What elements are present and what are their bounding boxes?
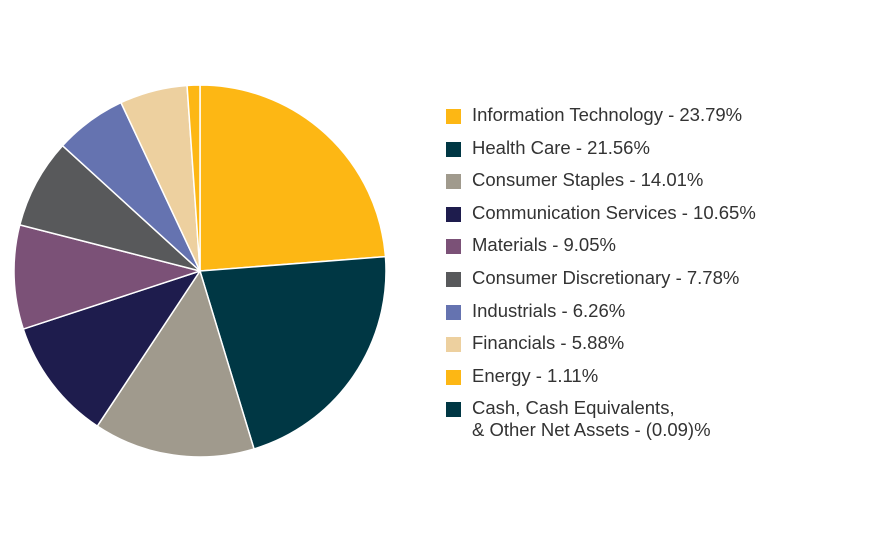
legend-label: Industrials - 6.26% [472, 299, 626, 321]
legend-swatch [446, 109, 461, 124]
pie-slice-health-care [199, 255, 387, 450]
legend-item: Cash, Cash Equivalents, & Other Net Asse… [446, 396, 866, 442]
legend-swatch [446, 304, 461, 320]
legend-label: Consumer Discretionary - 7.78% [472, 266, 740, 288]
legend-swatch [446, 369, 461, 385]
legend-item: Financials - 5.88% [446, 331, 866, 364]
legend-item: Health Care - 21.56% [446, 136, 866, 169]
legend-item: Consumer Discretionary - 7.78% [446, 266, 866, 299]
legend-label: Health Care - 21.56% [472, 136, 650, 158]
pie-slice-energy [186, 84, 201, 272]
legend-item: Communication Services - 10.65% [446, 201, 866, 234]
legend-item: Industrials - 6.26% [446, 299, 866, 332]
pie-slice-consumer-staples [96, 270, 255, 458]
legend-item: Energy - 1.11% [446, 364, 866, 397]
legend-swatch [446, 141, 461, 157]
legend-swatch [446, 206, 461, 222]
pie-slice-communication-services [22, 270, 201, 427]
legend-label: Materials - 9.05% [472, 234, 616, 256]
pie-slice-information-technology [199, 84, 387, 272]
legend-label: Consumer Staples - 14.01% [472, 169, 704, 191]
legend-item: Materials - 9.05% [446, 233, 866, 266]
legend-label: Energy - 1.11% [472, 364, 599, 386]
legend-label: Cash, Cash Equivalents, & Other Net Asse… [472, 397, 711, 441]
legend-label: Communication Services - 10.65% [472, 201, 756, 223]
legend-label: Information Technology - 23.79% [472, 104, 743, 125]
legend-swatch [446, 337, 461, 353]
legend-swatch [446, 402, 461, 418]
pie-slice-materials [13, 224, 201, 330]
legend-swatch [446, 174, 461, 190]
legend-label: Financials - 5.88% [472, 332, 625, 354]
legend-item: Information Technology - 23.79% [446, 103, 866, 136]
chart-legend: Information Technology - 23.79% Health Ca… [446, 103, 866, 442]
legend-swatch [446, 239, 461, 255]
legend-item: Consumer Staples - 14.01% [446, 168, 866, 201]
legend-swatch [446, 271, 461, 287]
